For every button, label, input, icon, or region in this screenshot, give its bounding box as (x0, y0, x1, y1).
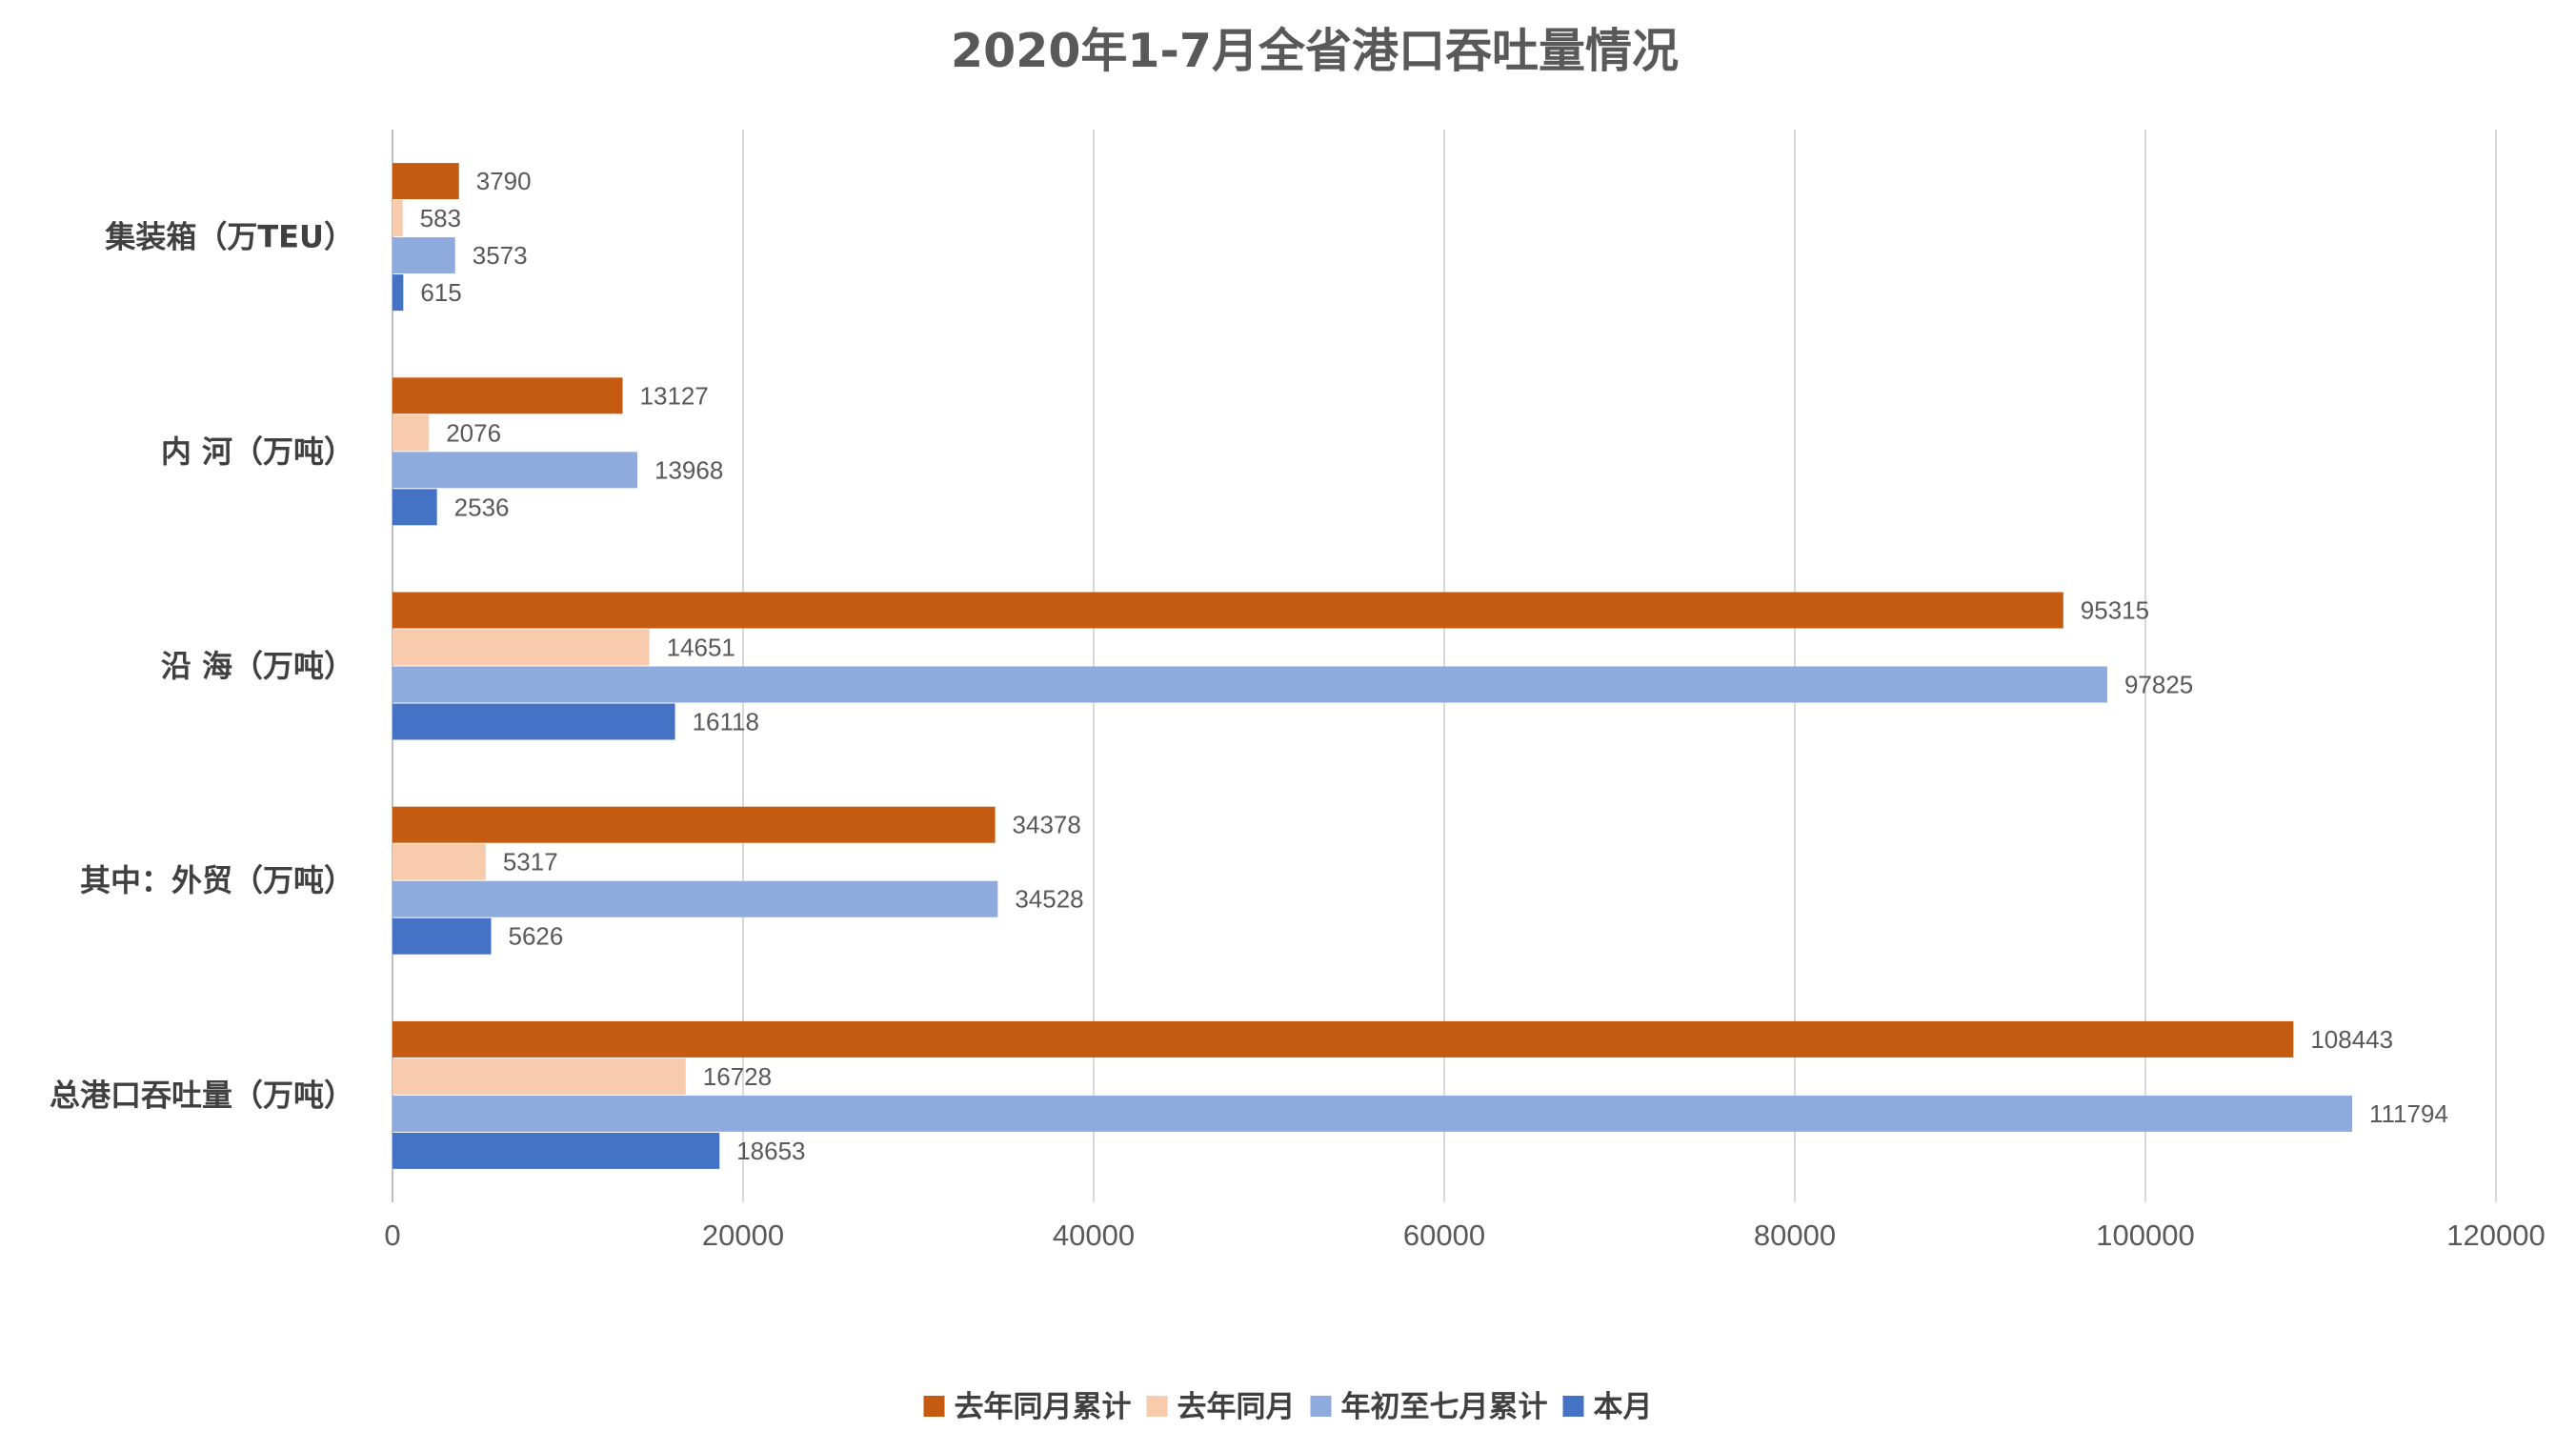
data-label: 108443 (2310, 1025, 2393, 1054)
bar (392, 377, 623, 414)
legend-swatch (1562, 1396, 1584, 1417)
data-label: 14651 (667, 634, 735, 662)
bar (392, 806, 996, 843)
legend-item: 本月 (1562, 1390, 1653, 1424)
legend-item: 去年同月累计 (923, 1390, 1132, 1424)
bar (392, 1095, 2353, 1132)
data-label: 95315 (2081, 596, 2149, 625)
data-label: 34528 (1015, 885, 1083, 914)
bars (392, 163, 2353, 1169)
legend-item: 年初至七月累计 (1310, 1390, 1548, 1424)
legend-label: 本月 (1594, 1390, 1653, 1424)
data-label: 5317 (503, 848, 558, 877)
x-tick-label: 20000 (702, 1219, 784, 1252)
x-tick-label: 100000 (2096, 1219, 2194, 1252)
data-label: 615 (420, 278, 461, 307)
x-tick-label: 60000 (1403, 1219, 1485, 1252)
data-label: 97825 (2124, 671, 2193, 699)
bar (392, 843, 486, 880)
data-label: 3573 (473, 241, 528, 270)
bar (392, 452, 638, 489)
legend-swatch (1310, 1396, 1332, 1417)
bar (392, 629, 650, 666)
bar (392, 489, 437, 526)
data-label: 13968 (654, 455, 723, 484)
bar (392, 274, 404, 312)
bar (392, 592, 2063, 629)
bar (392, 414, 430, 452)
data-label: 13127 (640, 381, 709, 410)
data-label: 16118 (693, 708, 759, 736)
gridlines (392, 130, 2497, 1202)
data-label: 3790 (476, 167, 532, 195)
bar (392, 1020, 2294, 1058)
legend-item: 去年同月 (1146, 1390, 1296, 1424)
data-label: 18653 (736, 1137, 805, 1165)
bar (392, 200, 403, 237)
data-labels: 3790 583 3573 615 13127 2076 13968 2536 95315 146… (420, 167, 2448, 1165)
data-label: 583 (420, 204, 461, 232)
data-label: 2076 (446, 418, 501, 447)
bar (392, 237, 455, 274)
legend-label: 去年同月 (1177, 1390, 1296, 1424)
x-tick-label: 80000 (1754, 1219, 1836, 1252)
category-label: 其中：外贸（万吨） (80, 862, 354, 898)
bar (392, 880, 998, 917)
bar (392, 703, 675, 740)
x-tick-label: 40000 (1053, 1219, 1135, 1252)
bar (392, 163, 459, 200)
category-label: 总港口吞吐量（万吨） (50, 1077, 354, 1113)
bar (392, 917, 492, 955)
x-tick-label: 120000 (2446, 1219, 2545, 1252)
bar (392, 1058, 686, 1095)
axes: 0 20000 40000 60000 80000 100000 120000 集装箱（万TE… (50, 219, 2546, 1252)
bar (392, 666, 2107, 703)
data-label: 16728 (703, 1062, 772, 1091)
legend-swatch (923, 1396, 945, 1417)
category-label: 沿 海（万吨） (161, 648, 354, 684)
chart-title: 2020年1-7月全省港口吞吐量情况 (951, 24, 1679, 78)
data-label: 111794 (2369, 1099, 2448, 1128)
bar (392, 1132, 720, 1169)
legend-label: 年初至七月累计 (1341, 1390, 1548, 1424)
legend-label: 去年同月累计 (955, 1390, 1132, 1424)
legend-swatch (1146, 1396, 1168, 1417)
category-label: 集装箱（万TEU） (104, 219, 354, 255)
category-label: 内 河（万吨） (161, 433, 354, 470)
x-tick-label: 0 (384, 1219, 400, 1252)
data-label: 5626 (509, 922, 564, 951)
legend: 去年同月累计 去年同月 年初至七月累计 本月 (923, 1390, 1653, 1424)
data-label: 2536 (454, 493, 510, 521)
data-label: 34378 (1013, 811, 1081, 839)
